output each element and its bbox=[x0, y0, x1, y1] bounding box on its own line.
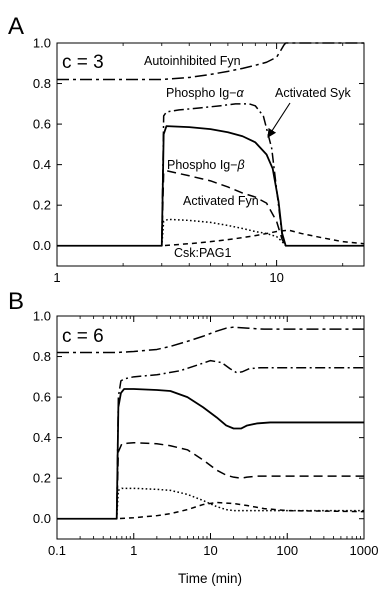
x-tick-label: 100 bbox=[276, 543, 298, 558]
panel-b-series-layer bbox=[57, 326, 365, 520]
panel-b-ticks: 0.0 0.2 0.4 0.6 0.8 1.0 0.1 1 10 100 1000 bbox=[33, 309, 379, 559]
y-tick-label: 0.6 bbox=[33, 117, 51, 132]
activated-syk-arrow bbox=[267, 102, 291, 138]
series-line-phospho-ig bbox=[57, 169, 364, 247]
label-activated-syk: Activated Syk bbox=[275, 86, 351, 100]
panel-b: B 0.00.20.40.60.81.00.1 1 10 100 1000 c = 6 … bbox=[8, 288, 378, 586]
y-tick-label: 1.0 bbox=[33, 309, 51, 324]
x-tick-label: 0.1 bbox=[48, 543, 66, 558]
y-tick-label: 0.0 bbox=[33, 238, 51, 253]
label-autoinhibited-fyn: Autoinhibited Fyn bbox=[144, 54, 241, 68]
x-tick-label: 10 bbox=[203, 543, 217, 558]
panel-a: A 0.0 0.2 0.4 0.6 0.8 1.0 1 10 c = 3 Autoinhibi… bbox=[8, 13, 365, 285]
panel-b-c-label: c = 6 bbox=[62, 326, 104, 347]
y-tick-label: 0.8 bbox=[33, 349, 51, 364]
series-line-p1-0 bbox=[57, 326, 364, 354]
label-phospho-ig-alpha: Phospho Ig−α bbox=[166, 86, 245, 100]
series-line-activated-fyn bbox=[57, 218, 364, 247]
series-line-p1-3 bbox=[57, 441, 364, 520]
panel-a-frame bbox=[56, 42, 365, 267]
panel-a-plot-area: 0.0 0.2 0.4 0.6 0.8 1.0 1 10 bbox=[33, 36, 365, 285]
y-tick-label: 0.2 bbox=[33, 471, 51, 486]
panel-a-c-label: c = 3 bbox=[62, 52, 104, 73]
y-tick-label: 0.0 bbox=[33, 511, 51, 526]
y-tick-label: 0.4 bbox=[33, 430, 51, 445]
x-axis-label: Time (min) bbox=[178, 571, 242, 586]
series-line-activated-syk bbox=[57, 125, 364, 247]
panel-a-letter: A bbox=[8, 13, 24, 40]
x-tick-label: 1 bbox=[130, 543, 137, 558]
y-tick-label: 0.4 bbox=[33, 157, 51, 172]
label-activated-fyn: Activated Fyn bbox=[183, 194, 259, 208]
label-phospho-ig-beta: Phospho Ig−β bbox=[167, 158, 245, 172]
x-tick-label: 1000 bbox=[350, 543, 379, 558]
panel-b-plot-area: 0.0 0.2 0.4 0.6 0.8 1.0 0.1 1 10 100 1000 bbox=[33, 309, 379, 559]
series-line-phospho-ig bbox=[57, 103, 364, 247]
y-tick-label: 0.8 bbox=[33, 76, 51, 91]
y-tick-label: 0.6 bbox=[33, 390, 51, 405]
y-tick-label: 0.2 bbox=[33, 198, 51, 213]
series-line-csk-pag1 bbox=[57, 229, 365, 247]
label-csk-pag1: Csk:PAG1 bbox=[174, 246, 231, 260]
panel-b-frame bbox=[56, 315, 365, 540]
series-line-p1-5 bbox=[57, 501, 365, 520]
x-tick-label: 1 bbox=[53, 270, 60, 285]
panel-a-ticks: 0.0 0.2 0.4 0.6 0.8 1.0 1 10 bbox=[33, 36, 364, 285]
panel-b-letter: B bbox=[8, 288, 24, 315]
series-line-p1-1 bbox=[57, 359, 364, 520]
y-tick-label: 1.0 bbox=[33, 36, 51, 51]
panel-a-series-layer bbox=[57, 42, 365, 247]
x-tick-label: 10 bbox=[269, 270, 283, 285]
series-line-p1-2 bbox=[57, 388, 364, 520]
